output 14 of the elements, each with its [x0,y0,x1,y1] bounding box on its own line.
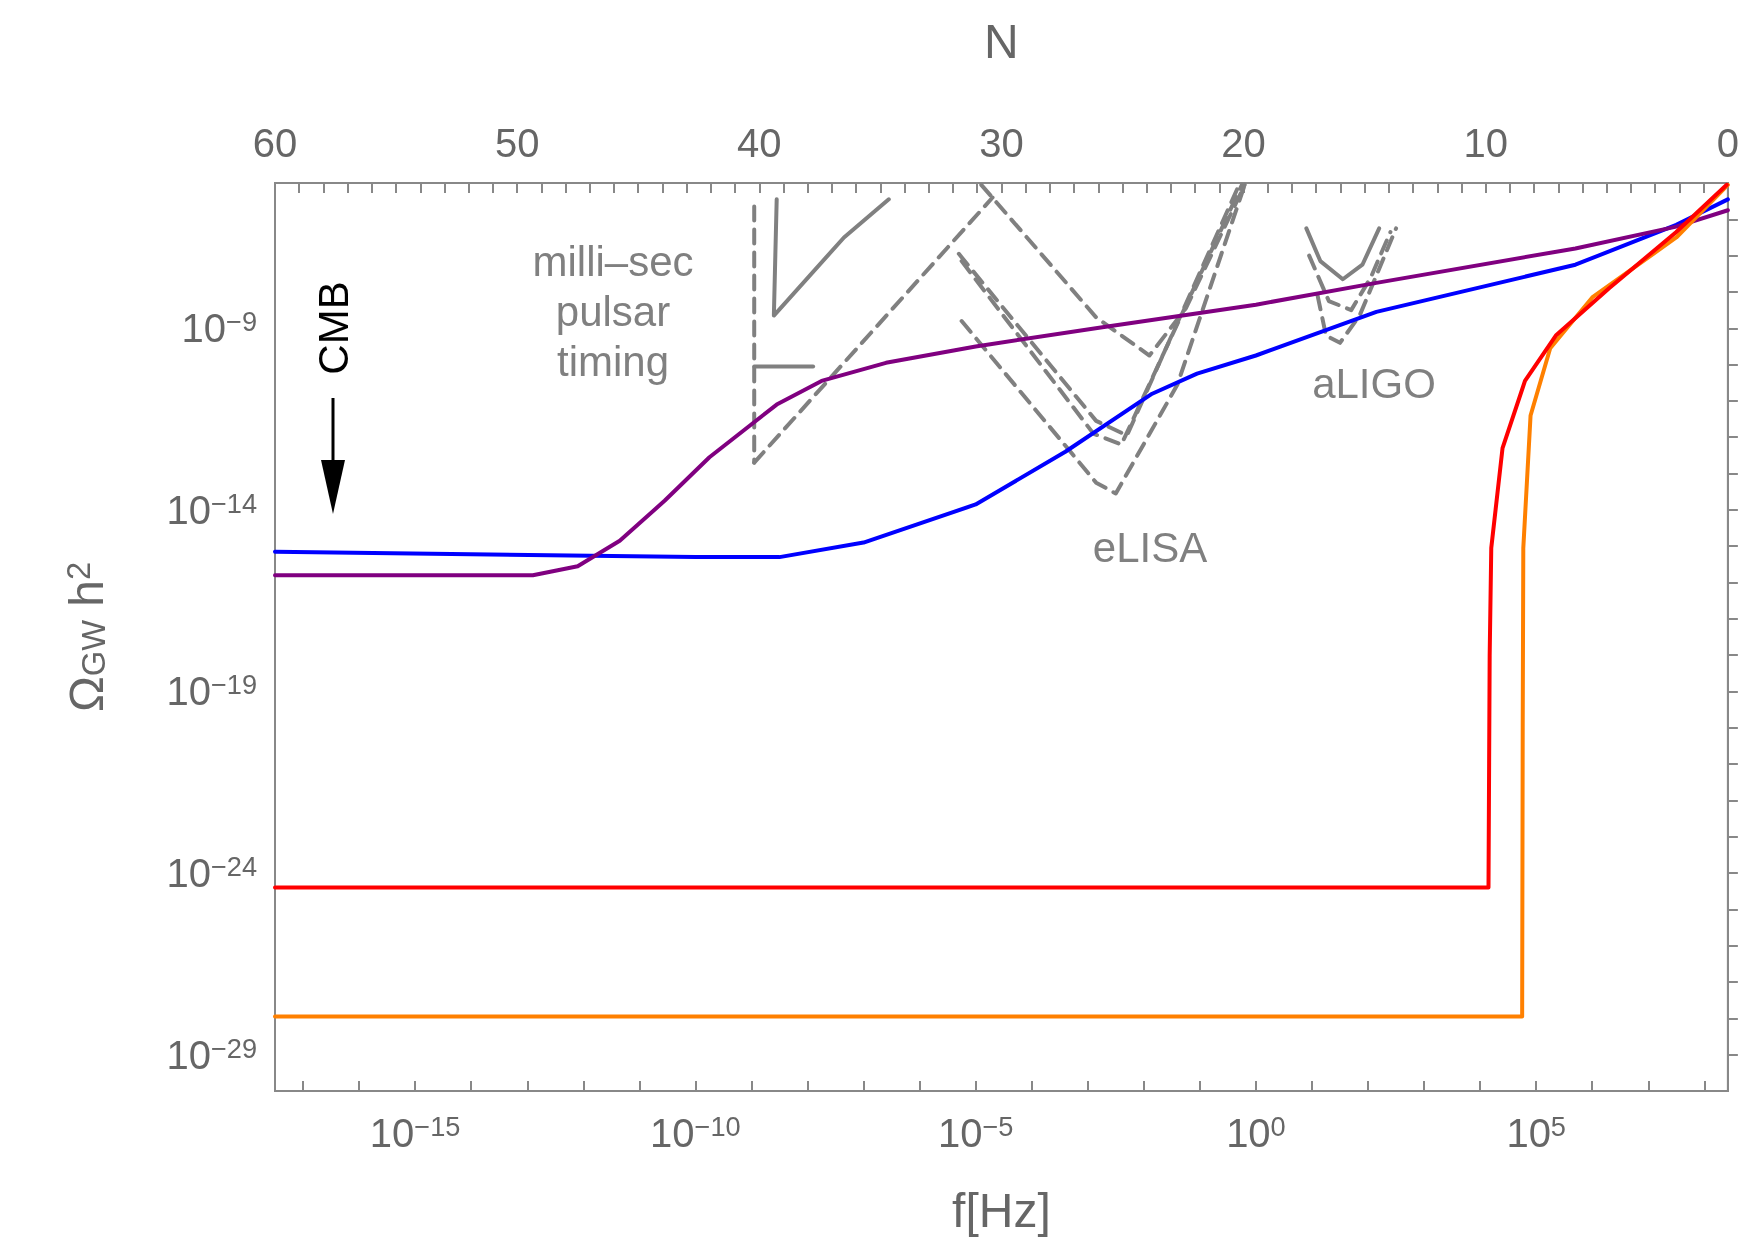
x2-tick-label: 0 [1716,121,1739,165]
annotation: aLIGO [1312,359,1436,407]
y-axis-title: ΩGW h2 [59,561,113,713]
x2-tick-label: 50 [494,121,540,165]
annotation: milli–sec pulsar timing [532,237,694,385]
annotation: CMB [309,281,357,375]
x2-axis-title: N [984,14,1019,68]
x2-tick-label: 20 [1221,121,1266,165]
x2-tick-label: 30 [979,121,1024,165]
x2-tick-label: 40 [737,121,782,165]
annotation: eLISA [1092,523,1208,571]
x2-tick-label: 10 [1463,121,1508,165]
x2-tick-label: 60 [252,121,298,165]
x-axis-title: f[Hz] [952,1183,1051,1237]
